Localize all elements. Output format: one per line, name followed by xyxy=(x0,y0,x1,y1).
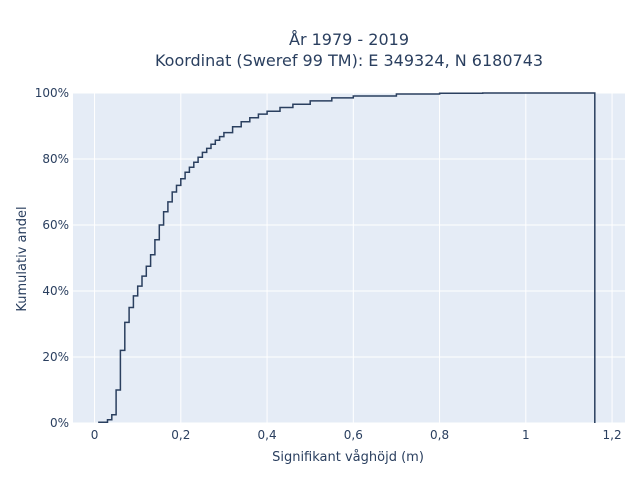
plot-area xyxy=(73,93,625,423)
y-tick-label-0: 0% xyxy=(50,416,69,430)
x-tick-label-0: 0 xyxy=(91,428,99,442)
y-tick-label-2: 40% xyxy=(42,284,69,298)
y-tick-label-4: 80% xyxy=(42,152,69,166)
x-axis-ticks: 0 0,2 0,4 0,6 0,8 1 1,2 xyxy=(91,428,622,442)
y-axis-ticks: 0% 20% 40% 60% 80% 100% xyxy=(35,86,69,430)
x-tick-label-6: 1,2 xyxy=(603,428,622,442)
x-tick-label-2: 0,4 xyxy=(258,428,277,442)
y-tick-label-3: 60% xyxy=(42,218,69,232)
y-tick-label-5: 100% xyxy=(35,86,69,100)
x-tick-label-4: 0,8 xyxy=(430,428,449,442)
y-tick-label-1: 20% xyxy=(42,350,69,364)
chart-title-line2: Koordinat (Sweref 99 TM): E 349324, N 61… xyxy=(155,51,543,70)
x-tick-label-5: 1 xyxy=(522,428,530,442)
y-axis-title: Kumulativ andel xyxy=(15,206,30,311)
x-tick-label-1: 0,2 xyxy=(171,428,190,442)
x-axis-title: Signifikant våghöjd (m) xyxy=(272,450,424,465)
x-tick-label-3: 0,6 xyxy=(344,428,363,442)
cdf-step-line-0 xyxy=(98,92,596,424)
series-layer xyxy=(98,92,596,424)
chart-title-line1: År 1979 - 2019 xyxy=(289,30,409,49)
